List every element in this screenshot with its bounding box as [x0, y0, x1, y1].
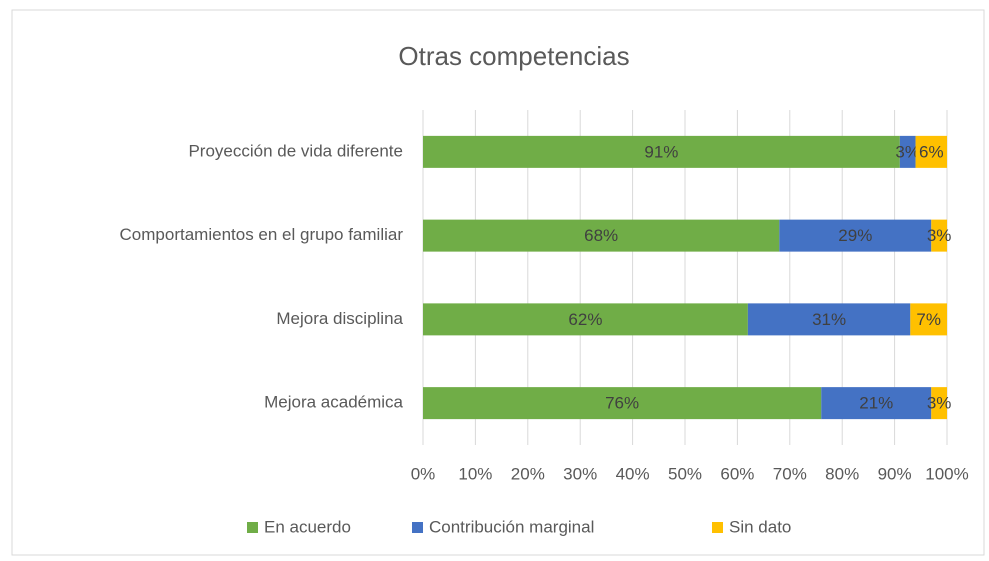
x-tick-label: 80%: [825, 464, 859, 483]
data-label: 7%: [916, 310, 941, 329]
data-label: 68%: [584, 226, 618, 245]
bar-segment: [423, 387, 822, 420]
y-tick-label: Comportamientos en el grupo familiar: [120, 225, 404, 244]
bar-segment: [779, 219, 932, 252]
data-label: 3%: [895, 142, 920, 161]
data-label: 3%: [927, 226, 952, 245]
data-label: 21%: [859, 394, 893, 413]
x-tick-label: 10%: [458, 464, 492, 483]
bar-segment: [423, 135, 900, 168]
x-tick-label: 40%: [616, 464, 650, 483]
bar-segment: [423, 219, 780, 252]
data-label: 31%: [812, 310, 846, 329]
legend-label: Contribución marginal: [429, 517, 594, 536]
x-tick-label: 90%: [878, 464, 912, 483]
legend-swatch: [412, 522, 423, 533]
y-tick-label: Proyección de vida diferente: [188, 141, 403, 160]
data-label: 3%: [927, 394, 952, 413]
data-label: 29%: [838, 226, 872, 245]
y-tick-label: Mejora académica: [264, 393, 403, 412]
y-tick-label: Mejora disciplina: [276, 309, 403, 328]
bar-segment: [915, 135, 947, 168]
data-label: 91%: [644, 142, 678, 161]
x-tick-label: 20%: [511, 464, 545, 483]
data-label: 76%: [605, 394, 639, 413]
chart-title: Otras competencias: [398, 41, 629, 71]
legend-label: Sin dato: [729, 517, 791, 536]
x-tick-label: 0%: [411, 464, 436, 483]
data-label: 62%: [568, 310, 602, 329]
bar-segment: [931, 219, 947, 252]
legend-label: En acuerdo: [264, 517, 351, 536]
x-tick-label: 50%: [668, 464, 702, 483]
x-tick-label: 100%: [925, 464, 968, 483]
legend-swatch: [247, 522, 258, 533]
x-tick-label: 30%: [563, 464, 597, 483]
bar-segment: [423, 303, 748, 336]
chart-border: [11, 9, 985, 556]
x-tick-label: 60%: [720, 464, 754, 483]
data-label: 6%: [919, 142, 944, 161]
bar-segment: [899, 135, 916, 168]
legend-swatch: [712, 522, 723, 533]
bar-segment: [747, 303, 911, 336]
bar-segment: [931, 387, 947, 420]
bar-segment: [821, 387, 932, 420]
x-tick-label: 70%: [773, 464, 807, 483]
bar-segment: [910, 303, 947, 336]
